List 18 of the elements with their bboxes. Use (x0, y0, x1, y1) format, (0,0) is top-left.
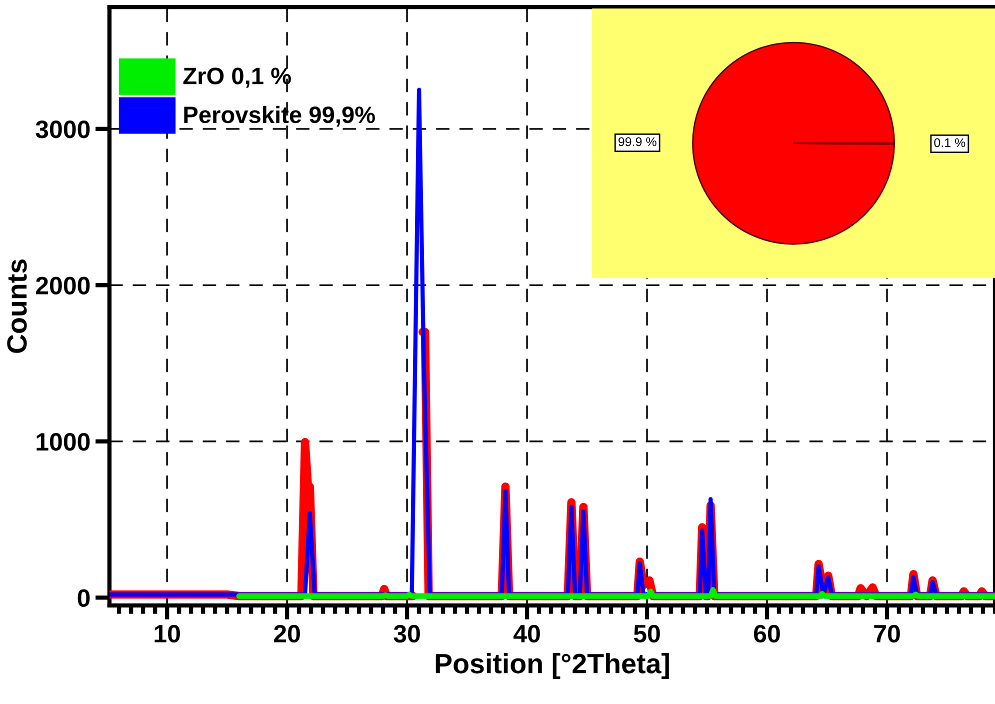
x-tick-label: 50 (634, 624, 660, 643)
y-tick-label: 0 (78, 589, 90, 607)
pie-slice (692, 42, 895, 245)
x-tick-label: 40 (514, 624, 540, 643)
legend-label: ZrO 0,1 % (183, 68, 291, 88)
x-axis-title: Position [°2Theta] (436, 653, 669, 679)
x-tick-label: 30 (394, 624, 420, 643)
x-tick-label: 10 (154, 624, 180, 643)
y-tick-label: 1000 (36, 432, 90, 451)
x-tick-label: 20 (274, 624, 300, 643)
y-tick-label: 2000 (36, 276, 90, 294)
x-tick-label: 60 (754, 624, 780, 643)
data-label: 0.1 % (934, 138, 966, 148)
y-axis-title: Counts (7, 260, 27, 353)
x-tick-label: 70 (874, 624, 900, 643)
legend-label: Perovskite 99,9% (184, 106, 375, 127)
data-label: 99.9 % (618, 137, 656, 146)
y-tick-label: 3000 (36, 120, 90, 138)
